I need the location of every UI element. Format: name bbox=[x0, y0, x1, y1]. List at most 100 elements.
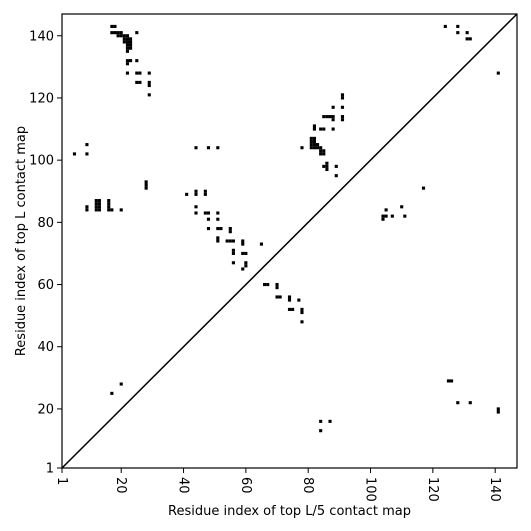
data-point bbox=[241, 239, 245, 243]
data-point bbox=[147, 71, 151, 75]
data-point bbox=[135, 80, 139, 84]
x-tick-label: 40 bbox=[176, 477, 191, 494]
x-tick-label: 1 bbox=[54, 477, 69, 485]
data-point bbox=[400, 205, 404, 209]
data-point bbox=[331, 127, 335, 131]
data-point bbox=[138, 71, 142, 75]
data-point bbox=[228, 239, 232, 243]
data-point bbox=[125, 43, 130, 47]
data-point bbox=[244, 251, 248, 255]
data-point bbox=[138, 80, 142, 84]
data-point bbox=[129, 40, 133, 44]
data-point bbox=[312, 136, 316, 140]
data-point bbox=[319, 429, 323, 433]
data-point bbox=[225, 239, 229, 243]
data-point bbox=[300, 146, 304, 150]
data-point bbox=[322, 152, 326, 156]
data-point bbox=[113, 24, 117, 28]
data-point bbox=[468, 37, 472, 41]
diagonal-line bbox=[61, 13, 518, 469]
x-tick-label: 120 bbox=[425, 477, 440, 502]
data-point bbox=[325, 167, 329, 172]
data-point bbox=[203, 192, 207, 196]
data-point bbox=[231, 261, 235, 265]
data-point bbox=[287, 307, 292, 311]
data-point bbox=[328, 419, 332, 423]
data-point bbox=[122, 37, 126, 41]
data-point bbox=[110, 31, 114, 35]
data-point bbox=[309, 139, 313, 144]
data-point bbox=[322, 115, 326, 119]
data-point bbox=[206, 146, 211, 150]
data-points bbox=[72, 24, 500, 433]
data-point bbox=[319, 149, 323, 153]
data-point bbox=[241, 242, 245, 246]
data-point bbox=[325, 115, 329, 119]
data-point bbox=[496, 71, 500, 75]
data-point bbox=[119, 31, 123, 35]
data-point bbox=[97, 199, 101, 203]
data-point bbox=[340, 93, 345, 97]
data-point bbox=[241, 251, 245, 255]
data-point bbox=[263, 282, 267, 287]
data-point bbox=[228, 230, 232, 234]
data-point bbox=[287, 298, 292, 302]
data-point bbox=[231, 251, 235, 255]
data-point bbox=[340, 118, 345, 122]
y-tick-label: 60 bbox=[37, 278, 54, 293]
data-point bbox=[450, 379, 454, 383]
data-point bbox=[259, 242, 264, 246]
data-point bbox=[216, 236, 220, 240]
data-point bbox=[325, 164, 329, 168]
data-point bbox=[206, 227, 211, 231]
data-point bbox=[421, 186, 426, 190]
data-point bbox=[97, 205, 101, 209]
data-point bbox=[319, 146, 323, 150]
data-point bbox=[85, 205, 89, 209]
data-point bbox=[185, 192, 189, 196]
data-point bbox=[287, 295, 292, 299]
data-point bbox=[231, 248, 235, 252]
data-point bbox=[300, 310, 304, 315]
y-axis-label: Residue index of top L contact map bbox=[14, 126, 29, 356]
data-point bbox=[206, 211, 211, 215]
data-point bbox=[129, 59, 133, 63]
data-point bbox=[468, 401, 472, 405]
data-point bbox=[300, 307, 304, 311]
x-tick-label: 100 bbox=[363, 477, 378, 502]
data-point bbox=[85, 143, 89, 147]
data-point bbox=[465, 37, 469, 41]
data-point bbox=[119, 34, 123, 38]
data-point bbox=[107, 202, 111, 206]
data-point bbox=[278, 295, 282, 299]
data-point bbox=[216, 211, 220, 215]
data-point bbox=[275, 295, 279, 299]
data-point bbox=[97, 208, 101, 212]
data-point bbox=[446, 379, 450, 383]
data-point bbox=[216, 217, 220, 221]
data-point bbox=[266, 282, 270, 287]
data-point bbox=[465, 31, 469, 35]
data-point bbox=[135, 71, 139, 75]
data-point bbox=[315, 146, 320, 150]
data-point bbox=[129, 37, 133, 41]
data-point bbox=[94, 205, 98, 209]
data-point bbox=[135, 31, 139, 35]
data-point bbox=[107, 208, 111, 212]
data-point bbox=[241, 267, 245, 271]
data-point bbox=[194, 146, 198, 150]
data-point bbox=[496, 410, 500, 414]
data-point bbox=[72, 152, 77, 156]
y-tick-label: 80 bbox=[37, 216, 54, 231]
data-point bbox=[291, 307, 295, 311]
data-point bbox=[107, 205, 111, 209]
data-point bbox=[300, 320, 304, 324]
data-point bbox=[125, 59, 130, 63]
plot-area bbox=[61, 13, 518, 469]
data-point bbox=[144, 186, 148, 190]
data-point bbox=[147, 83, 151, 88]
data-point bbox=[110, 391, 114, 395]
data-point bbox=[119, 382, 123, 386]
data-point bbox=[456, 24, 460, 28]
